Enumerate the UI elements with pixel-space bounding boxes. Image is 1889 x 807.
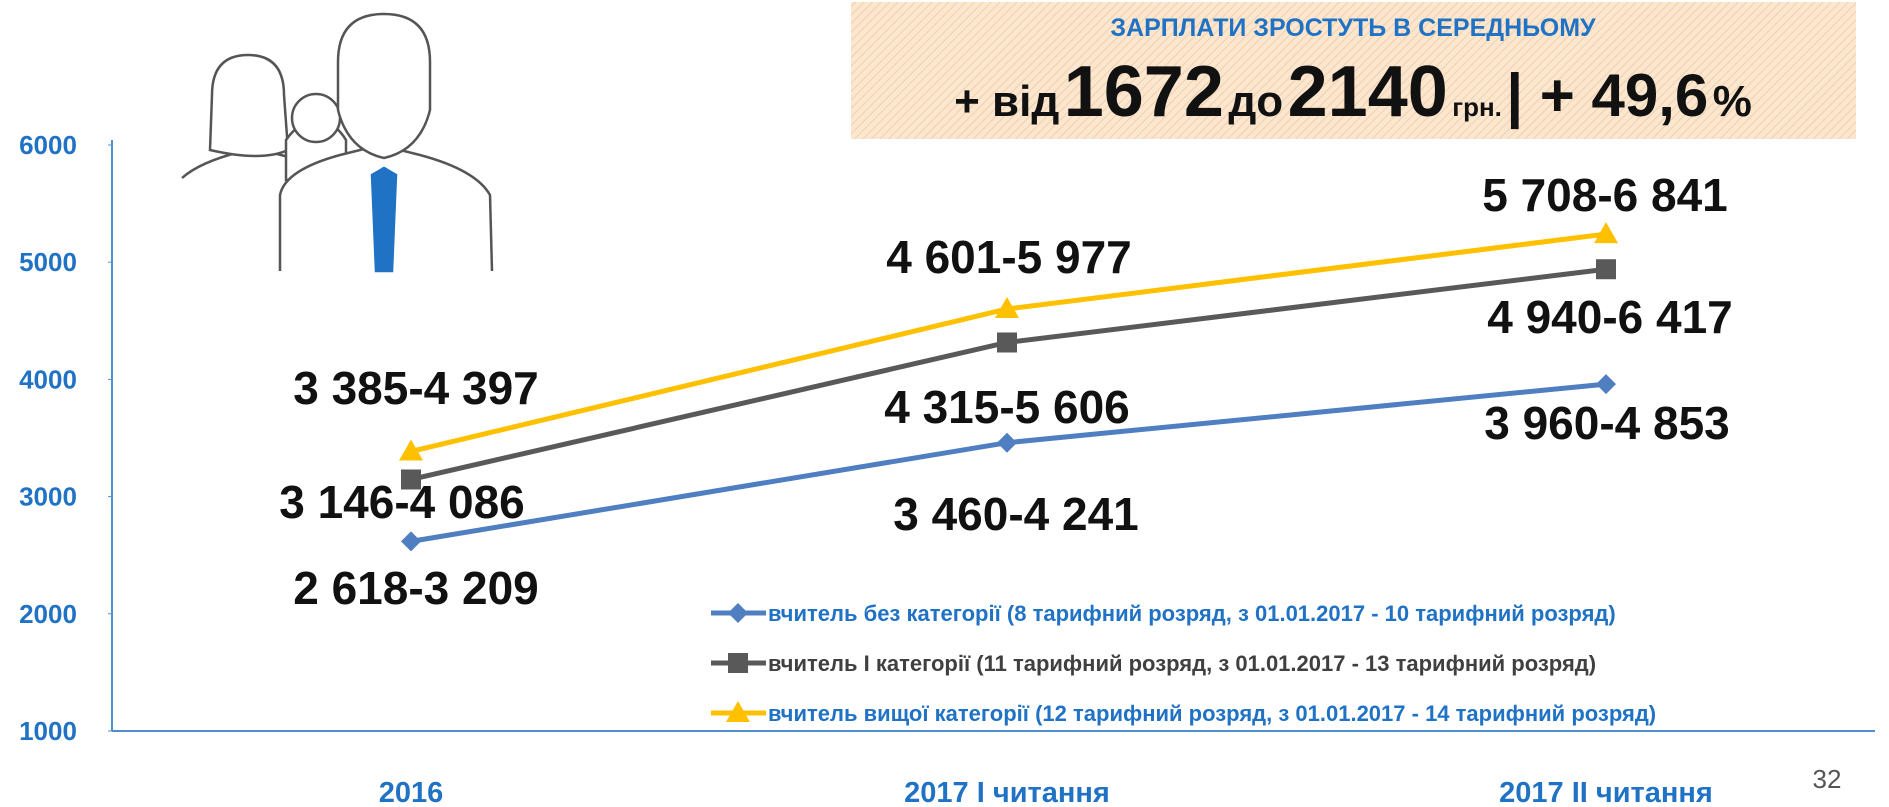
point: [1596, 259, 1616, 280]
y-tick-label: 5000: [19, 247, 77, 277]
header-part: до: [1228, 77, 1283, 126]
point: [401, 469, 421, 490]
legend-label: вчитель І категорії (11 тарифний розряд,…: [768, 651, 1596, 676]
range-label: 3 960-4 853: [1484, 397, 1730, 449]
range-label: 3 460-4 241: [893, 488, 1139, 540]
x-tick-label: 2017 I читання: [904, 777, 1110, 807]
range-label: 3 385-4 397: [293, 362, 539, 414]
range-label: 3 146-4 086: [279, 476, 525, 528]
range-label: 2 618-3 209: [293, 562, 539, 614]
y-tick-label: 2000: [19, 599, 77, 629]
header-part: грн.: [1452, 92, 1502, 122]
x-tick-label: 2017 II читання: [1499, 777, 1713, 807]
legend-marker: [728, 603, 748, 623]
header-part: | + 49,6: [1506, 62, 1708, 130]
legend-marker: [726, 701, 750, 722]
point: [1594, 222, 1618, 244]
range-label: 4 940-6 417: [1487, 291, 1733, 343]
legend-marker: [728, 653, 748, 673]
y-tick-label: 6000: [19, 130, 77, 160]
point: [997, 432, 1017, 453]
header-title: ЗАРПЛАТИ ЗРОСТУТЬ В СЕРЕДНЬОМУ: [1110, 14, 1596, 42]
header-line: + від 1672 до 2140 грн. | + 49,6 %: [954, 52, 1752, 132]
header-part: 1672: [1064, 52, 1224, 132]
point: [399, 439, 423, 461]
range-label: 5 708-6 841: [1482, 169, 1728, 221]
header-part: 2140: [1288, 52, 1448, 132]
x-tick-label: 2016: [379, 777, 444, 807]
point: [997, 332, 1017, 353]
y-tick-label: 3000: [19, 482, 77, 512]
legend-label: вчитель вищої категорії (12 тарифний роз…: [768, 701, 1656, 726]
point: [1596, 374, 1616, 395]
y-tick-label: 4000: [19, 364, 77, 394]
legend-label: вчитель без категорії (8 тарифний розряд…: [768, 601, 1616, 626]
range-label: 4 601-5 977: [886, 231, 1132, 283]
header-part: + від: [954, 77, 1059, 126]
header-box: [851, 2, 1856, 139]
people-icon: [181, 12, 494, 273]
page-number: 32: [1813, 764, 1842, 794]
y-tick-label: 1000: [19, 716, 77, 746]
point: [995, 296, 1019, 318]
header-part: %: [1713, 77, 1752, 126]
point: [401, 531, 421, 552]
range-label: 4 315-5 606: [884, 381, 1130, 433]
